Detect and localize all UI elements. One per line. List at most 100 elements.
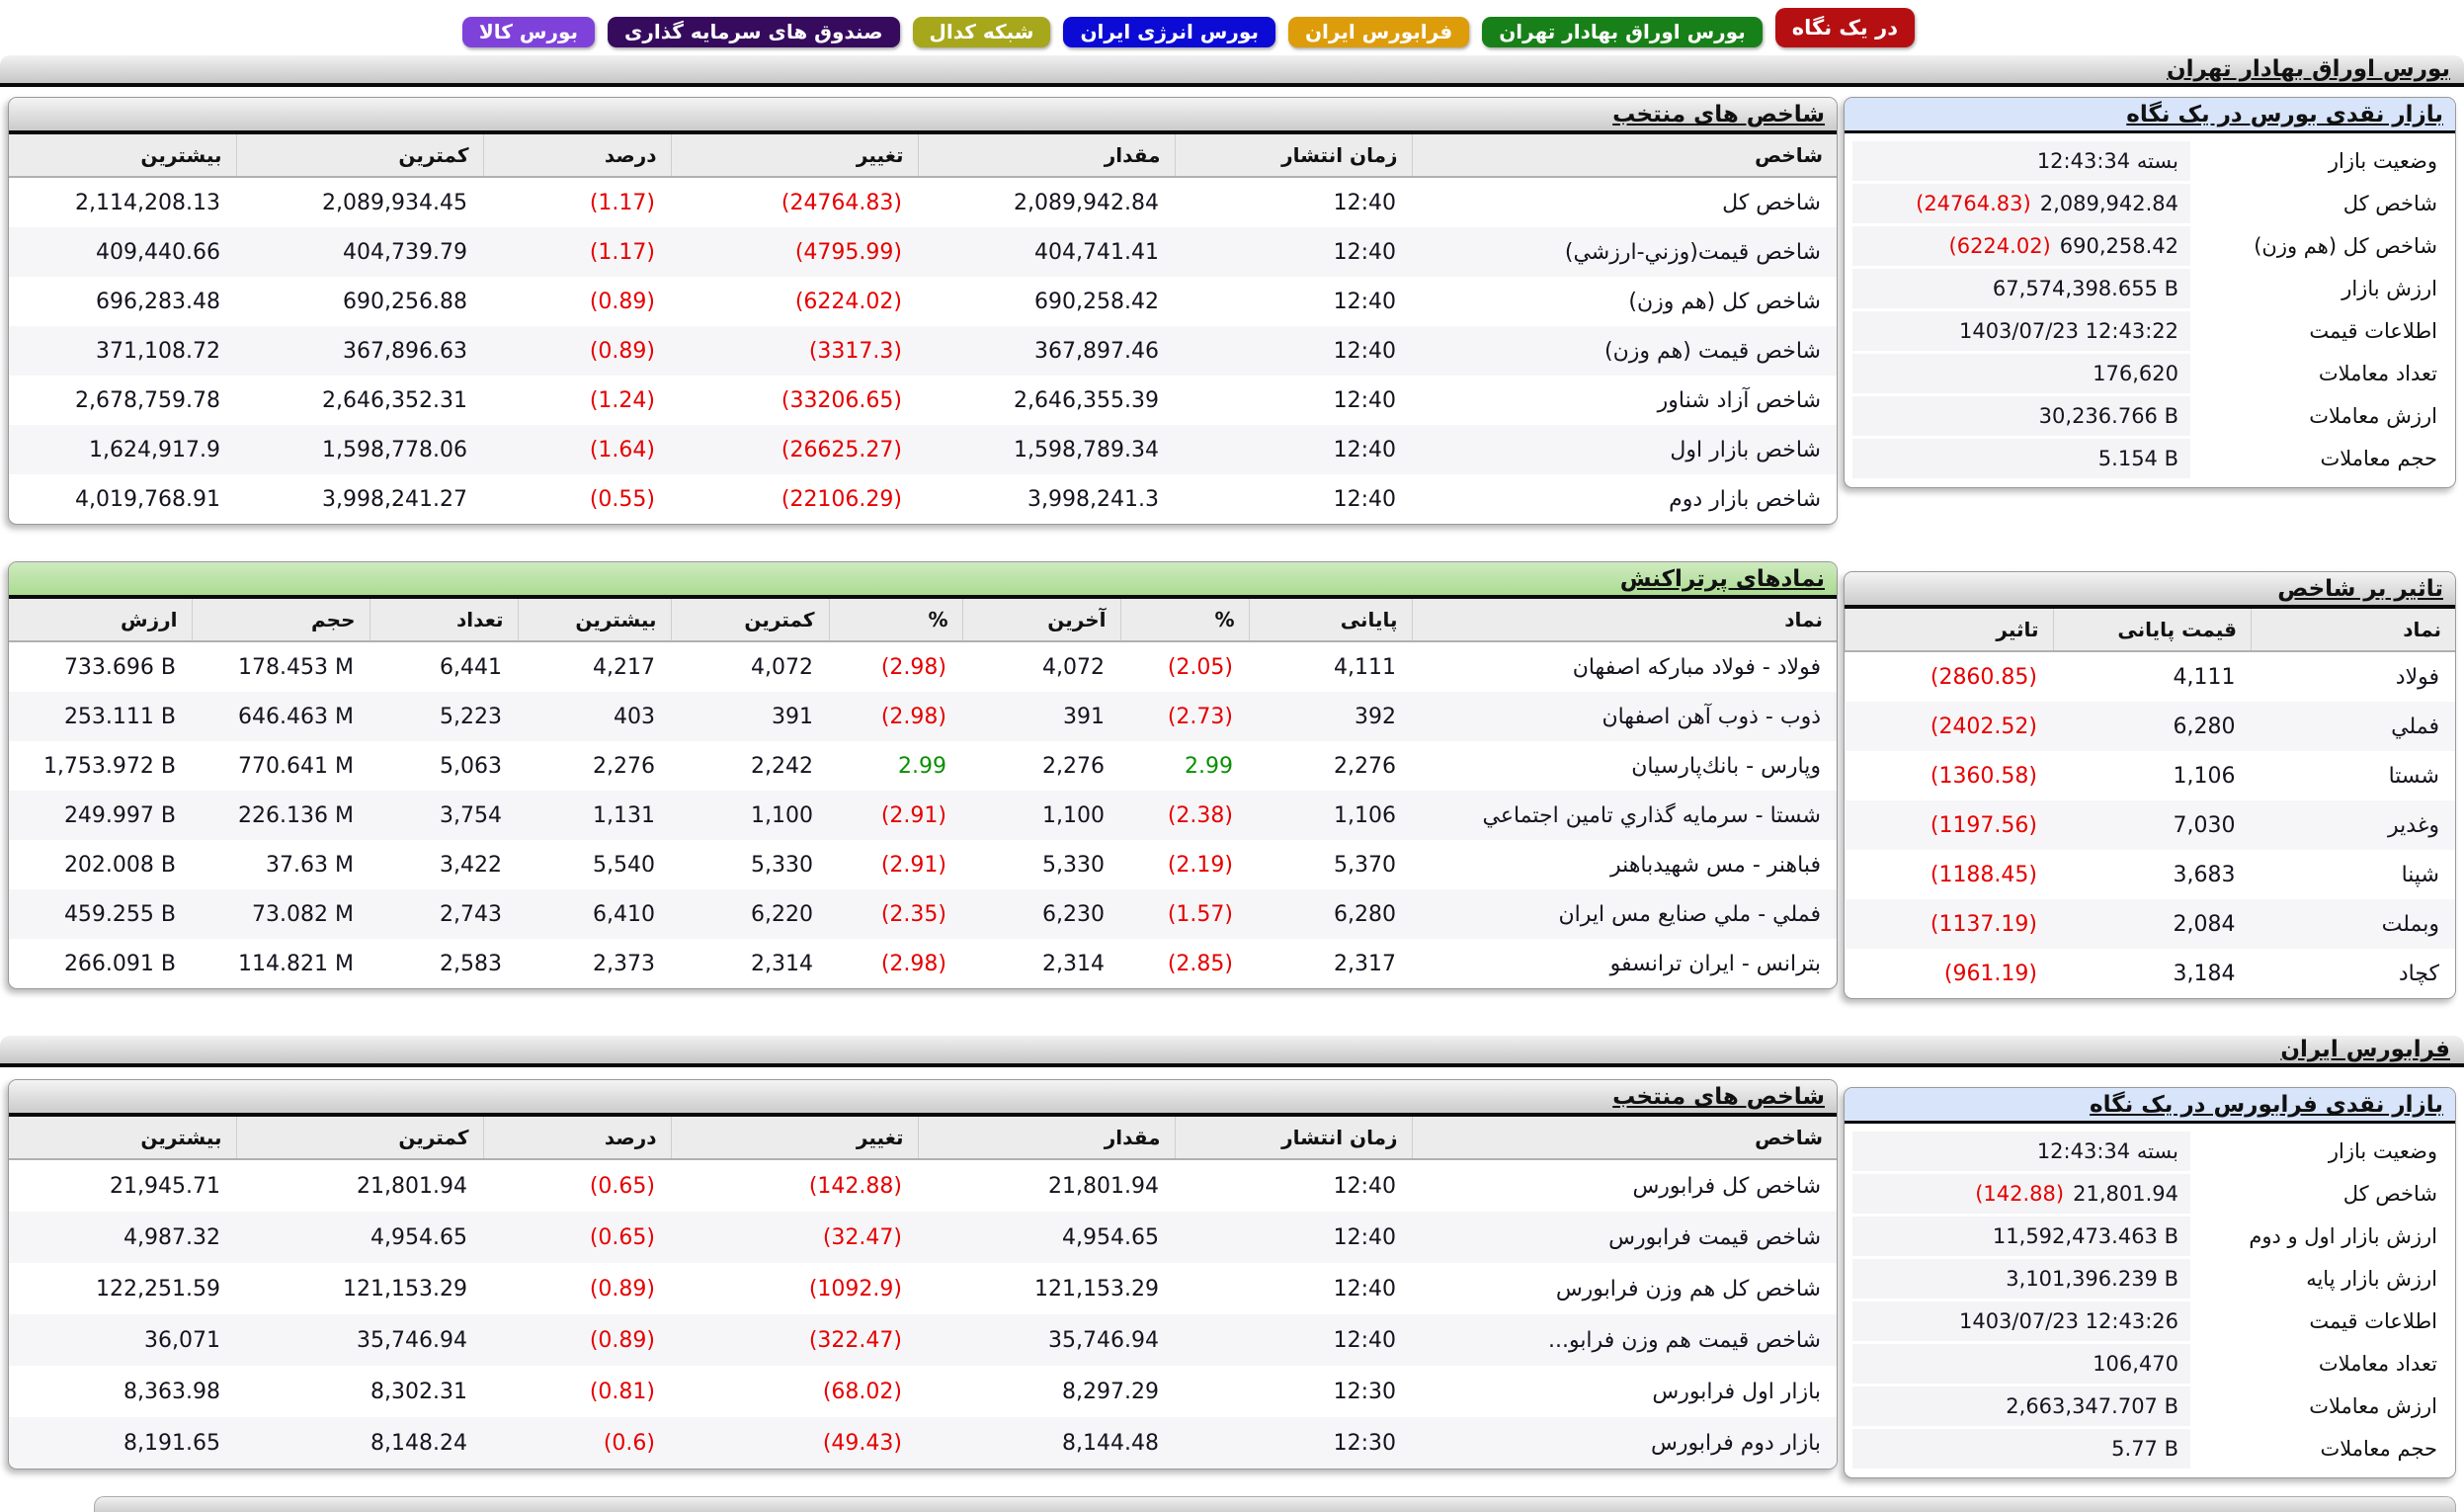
stat-value: 176,620 [1852,354,2190,393]
table-row[interactable]: بازار دوم فرابورس 12:30 8,144.48 (49.43) (0.… [9,1417,1837,1469]
value-cell: 733.696 B [63,654,176,680]
value-cell: (2860.85) [1930,664,2038,690]
table-row[interactable]: بترانس - ايران ترانسفو 2,317 (2.85) 2,314 (2… [9,939,1837,988]
transactions-title: نمادهای پرتراکنش [9,562,1837,599]
table-row[interactable]: شاخص کل فرابورس 12:40 21,801.94 (142.88) (0.… [9,1159,1837,1212]
stat-row: شاخص کل (142.88) 21,801.94 [1852,1174,2447,1214]
stat-value: 2,663,347.707 B [1852,1386,2190,1426]
value-cell: 2,317 [1334,951,1396,976]
value-cell: (0.89) [589,338,655,364]
value-cell: 8,144.48 [1062,1430,1159,1456]
value-cell: 2,089,934.45 [322,190,467,215]
tab-overview[interactable]: در یک نگاه [1774,8,1915,47]
table-row[interactable]: فولاد - فولاد مباركه اصفهان 4,111 (2.05) 4,… [9,641,1837,692]
next-section-bar [94,1496,2456,1512]
value-cell: 7,030 [2173,812,2236,838]
table-row[interactable]: شاخص کل هم وزن فرابورس 12:40 121,153.29 (10… [9,1263,1837,1314]
value-cell: 21,801.94 [357,1173,467,1199]
table-row[interactable]: شاخص قیمت هم وزن فرابو... 12:40 35,746.94 (… [9,1314,1837,1366]
stat-row: حجم معاملات 5.154 B [1852,439,2447,478]
value-cell: 35,746.94 [357,1327,467,1353]
table-row[interactable]: فملي 6,280 (2402.52) [1845,702,2455,751]
table-row[interactable]: شاخص قیمت فرابورس 12:40 4,954.65 (32.47) (0.… [9,1212,1837,1263]
tab-codal[interactable]: شبکه کدال [912,17,1051,47]
name-cell: شاخص قیمت هم وزن فرابو... [1547,1327,1821,1353]
stat-label: شاخص کل [2190,1174,2447,1214]
value-cell: 690,258.42 [1034,289,1159,314]
tse-section-title: بورس اوراق بهادار تهران [2167,56,2450,82]
stat-label: اطلاعات قیمت [2190,311,2447,351]
table-row[interactable]: وپارس - بانك‌پارسيان 2,276 2.99 2,276 2.99 2,… [9,741,1837,791]
column-header: % [1119,599,1249,642]
value-cell: 403 [614,704,655,729]
column-header: ارزش [9,599,192,642]
table-row[interactable]: شاخص کل (هم وزن) 12:40 690,258.42 (6224.02)… [9,277,1837,326]
tab-tse[interactable]: بورس اوراق بهادار تهران [1482,17,1763,47]
table-row[interactable]: شپنا 3,683 (1188.45) [1846,850,2456,899]
table-row[interactable]: کچاد 3,184 (961.19) [1846,949,2456,998]
stat-label: ارزش بازار اول و دوم [2190,1217,2447,1256]
stat-value: (6224.02) 690,258.42 [1852,226,2190,266]
name-cell: شاخص قیمت (هم وزن) [1604,338,1821,364]
tse-selected-indices-table: شاخص های منتخب شاخص زمان انتشار مقدار تغییر… [8,97,1838,525]
column-header: مقدار [917,1117,1175,1160]
tab-ifb[interactable]: فرابورس ایران [1287,17,1470,47]
table-row[interactable]: شستا - سرمايه گذاري تامين اجتماعي 1,106 (2… [9,791,1837,840]
table-row[interactable]: وبملت 2,084 (1137.19) [1845,899,2455,949]
table-row[interactable]: شاخص بازار دوم 12:40 3,998,241.3 (22106.29)… [9,474,1837,524]
column-header: تغییر [670,1117,918,1160]
table-row[interactable]: شاخص قیمت(وزني-ارزشي) 12:40 404,741.41 (479… [9,227,1837,277]
value-cell: 2,089,942.84 [1014,190,1159,215]
table-row[interactable]: ذوب - ذوب آهن اصفهان 392 (2.73) 391 (2.98) 39… [9,692,1837,741]
value-cell: 3,998,241.27 [322,486,467,512]
value-cell: 646.463 M [238,704,354,729]
value-cell: 2,373 [593,951,655,976]
stat-value: 5.154 B [1852,439,2190,478]
value-cell: 4,111 [2173,664,2236,690]
tse-indices-title: شاخص های منتخب [9,98,1837,134]
value-cell: 2,276 [593,753,655,779]
stat-value: (142.88) 21,801.94 [1852,1174,2190,1214]
ifb-section-title: فرابورس ایران [2280,1037,2450,1062]
indices-table: شاخص زمان انتشار مقدار تغییر درصد کمترین بیشتر… [9,1117,1837,1469]
stat-row: تعداد معاملات 106,470 [1852,1344,2447,1384]
column-header: آخرین [961,599,1120,642]
table-row[interactable]: شاخص قیمت (هم وزن) 12:40 367,897.46 (3317.3… [9,326,1837,376]
tab-funds[interactable]: صندوق های سرمایه گذاری [608,17,900,47]
table-row[interactable]: شاخص بازار اول 12:40 1,598,789.34 (26625.27… [9,425,1837,474]
value-cell: 12:40 [1333,437,1396,462]
column-header: بیشترین [9,134,236,178]
table-row[interactable]: شاخص کل 12:40 2,089,942.84 (24764.83) (1.17)… [9,177,1837,227]
value-cell: (6224.02) [794,289,902,314]
stat-value: 30,236.766 B [1852,396,2190,436]
table-row[interactable]: شاخص آزاد شناور 12:40 2,646,355.39 (33206.6… [9,376,1837,425]
stat-row: ارزش بازار 67,574,398.655 B [1852,269,2447,308]
name-cell: شاخص کل [1722,190,1821,215]
value-cell: 12:30 [1333,1430,1396,1456]
stat-value: 11,592,473.463 B [1852,1217,2190,1256]
value-cell: 4,217 [593,654,655,680]
tab-commodity[interactable]: بورس کالا [461,17,596,47]
value-cell: 2,743 [440,901,502,927]
stat-row: وضعیت بازار بسته 12:43:34 [1852,1132,2447,1171]
top-transactions-table: نمادهای پرتراکنش نماد پایانی% آخرین% کمترین… [8,561,1838,989]
table-row[interactable]: فباهنر - مس شهيدباهنر 5,370 (2.19) 5,330 (2.… [9,840,1837,889]
column-header: درصد [482,1117,671,1160]
value-cell: 8,148.24 [370,1430,467,1456]
value-cell: 1,131 [593,802,655,828]
table-row[interactable]: فولاد 4,111 (2860.85) [1846,651,2456,702]
table-row[interactable]: وغدير 7,030 (1197.56) [1845,800,2455,850]
value-cell: 2,276 [1042,753,1105,779]
name-cell: شاخص قیمت فرابورس [1608,1224,1821,1250]
ifb-section-bar: فرابورس ایران [0,1036,2464,1067]
table-row[interactable]: فملي - ملي صنايع مس ايران 6,280 (1.57) 6,23… [9,889,1837,939]
value-cell: 121,153.29 [343,1276,467,1302]
column-header: نماد [1411,599,1837,642]
name-cell: ذوب - ذوب آهن اصفهان [1602,704,1821,729]
tab-energy[interactable]: بورس انرژی ایران [1063,17,1275,47]
table-row[interactable]: شستا 1,106 (1360.58) [1846,751,2456,800]
column-header: شاخص [1411,134,1837,178]
value-cell: 12:40 [1333,486,1396,512]
table-row[interactable]: بازار اول فرابورس 12:30 8,297.29 (68.02) (0.… [9,1366,1837,1417]
value-cell: (1092.9) [808,1276,902,1302]
